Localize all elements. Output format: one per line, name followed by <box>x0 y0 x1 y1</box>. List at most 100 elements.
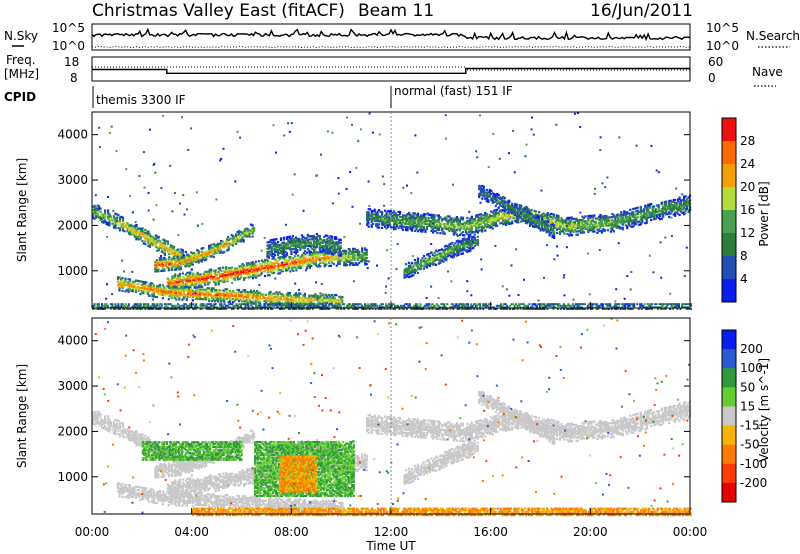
power-cell <box>182 262 185 265</box>
power-cell <box>636 216 639 219</box>
power-cell <box>140 286 143 290</box>
power-cell <box>182 257 185 260</box>
power-cell <box>294 300 297 303</box>
power-cell <box>617 216 620 219</box>
power-cell <box>457 224 460 227</box>
power-cell <box>203 293 206 296</box>
power-cell <box>187 292 190 295</box>
power-cell <box>421 230 424 233</box>
power-cell <box>207 270 210 273</box>
power-cell <box>311 251 314 255</box>
power-cell <box>428 220 432 223</box>
power-cell <box>470 226 473 229</box>
power-cell <box>156 241 159 244</box>
power-cell <box>341 253 344 256</box>
power-cell <box>147 230 150 233</box>
power-cell <box>433 220 436 223</box>
power-cell <box>215 289 218 292</box>
power-cell <box>214 277 217 280</box>
power-cell <box>191 260 194 263</box>
power-cell <box>229 270 232 273</box>
power-cell <box>349 249 352 252</box>
power-cell <box>200 258 203 261</box>
power-cell <box>282 244 286 247</box>
power-cell <box>393 210 396 213</box>
power-cell <box>218 248 221 251</box>
power-cell <box>299 297 302 300</box>
power-cell <box>153 241 156 244</box>
power-cell <box>446 215 449 218</box>
power-cell <box>143 287 146 290</box>
power-cell <box>309 244 312 247</box>
power-cell <box>230 294 233 297</box>
power-cell <box>185 295 188 298</box>
power-cell <box>196 255 199 258</box>
power-cell <box>144 236 147 239</box>
power-cell <box>241 231 244 234</box>
power-cell <box>223 275 226 279</box>
power-cell <box>237 268 240 271</box>
power-cell <box>415 215 418 218</box>
power-cell <box>93 204 96 207</box>
power-cell <box>235 291 238 295</box>
power-cell <box>431 228 435 231</box>
power-cell <box>290 248 293 251</box>
power-cell <box>200 253 203 257</box>
power-cell <box>299 300 302 303</box>
power-cell <box>443 232 446 235</box>
power-cell <box>326 244 329 247</box>
power-cell <box>337 262 340 265</box>
power-cell <box>221 289 224 292</box>
power-cell <box>172 290 175 293</box>
power-cell <box>532 225 535 228</box>
power-cell <box>224 242 227 245</box>
power-cell <box>272 266 276 270</box>
power-cell <box>217 270 220 273</box>
power-cell <box>632 225 635 228</box>
power-cell <box>409 215 412 218</box>
power-cell <box>227 294 230 297</box>
power-cell <box>285 247 289 250</box>
power-cell <box>204 275 207 278</box>
power-cell <box>177 277 180 280</box>
power-cell <box>104 219 107 222</box>
power-cell <box>308 235 311 238</box>
power-cell <box>199 279 202 282</box>
power-cell <box>378 226 381 229</box>
power-cell <box>199 277 202 281</box>
power-cell <box>434 220 438 223</box>
noise-right-tick-bottom: 10^0 <box>706 39 739 53</box>
power-cell <box>260 293 263 296</box>
power-cell <box>297 245 300 248</box>
power-cell <box>337 256 340 259</box>
power-cell <box>299 255 302 258</box>
noise-sky-trace <box>91 27 691 42</box>
power-cell <box>238 288 241 292</box>
power-cell <box>327 242 330 246</box>
power-cell <box>145 287 148 290</box>
power-cell <box>226 276 229 280</box>
power-cell <box>227 293 230 296</box>
power-cell <box>636 206 639 209</box>
power-cell <box>214 272 217 275</box>
power-cell <box>161 261 164 264</box>
power-cell <box>148 244 151 247</box>
power-cell <box>325 255 328 258</box>
power-cell <box>230 298 233 301</box>
power-cell <box>338 240 341 243</box>
power-cell <box>295 261 298 264</box>
power-cell <box>436 227 439 230</box>
power-cell <box>272 243 275 246</box>
power-cell <box>300 297 303 300</box>
power-cell <box>234 275 237 278</box>
power-cell <box>158 285 161 288</box>
power-cell <box>406 219 409 222</box>
power-cell <box>319 265 322 268</box>
power-cell <box>446 220 449 223</box>
power-cell <box>272 248 275 251</box>
power-cell <box>290 252 293 255</box>
power-cell <box>157 263 160 266</box>
power-cell <box>338 259 341 262</box>
power-cell <box>347 259 350 262</box>
power-cell <box>131 288 135 291</box>
